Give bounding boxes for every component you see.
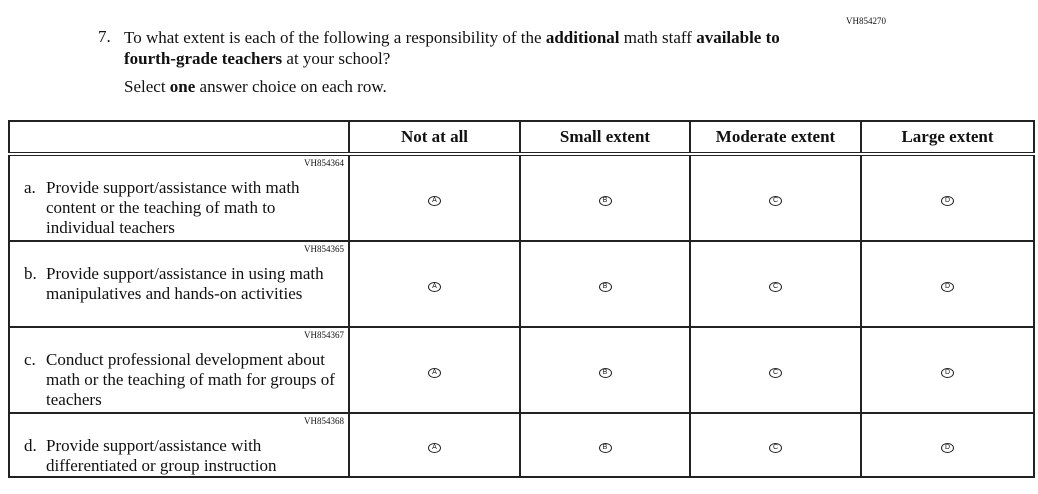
option-cell: C <box>689 412 862 478</box>
column-header: Not at all <box>348 120 521 156</box>
instruction: Select one answer choice on each row. <box>124 77 387 97</box>
question-text-part: To what extent is each of the following … <box>124 28 546 47</box>
answer-bubble-c[interactable]: C <box>769 282 782 292</box>
option-cell: D <box>860 153 1035 242</box>
option-cell: B <box>519 326 691 414</box>
header-blank <box>8 120 350 156</box>
answer-bubble-b[interactable]: B <box>598 282 612 292</box>
item-label: d. Provide support/assistance with differ… <box>24 436 346 476</box>
answer-bubble-c[interactable]: C <box>769 368 782 378</box>
option-cell: B <box>519 412 691 478</box>
item-code: VH854365 <box>304 244 344 254</box>
option-cell: A <box>348 412 521 478</box>
item-label: b. Provide support/assistance in using ma… <box>24 264 346 304</box>
answer-bubble-a[interactable]: A <box>428 196 441 206</box>
item-letter: c. <box>24 350 36 369</box>
question-text-part: at your school? <box>282 49 391 68</box>
item-code: VH854368 <box>304 416 344 426</box>
answer-bubble-a[interactable]: A <box>428 443 441 453</box>
item-text: Provide support/assistance with math con… <box>46 178 300 237</box>
answer-bubble-b[interactable]: B <box>598 368 612 378</box>
item-text: Provide support/assistance in using math… <box>46 264 324 303</box>
item-text: Conduct professional development about m… <box>46 350 335 409</box>
item-row: VH854368 d. Provide support/assistance wi… <box>8 412 1035 478</box>
option-cell: C <box>689 153 862 242</box>
item-row: VH854364 a. Provide support/assistance wi… <box>8 153 1035 242</box>
column-header: Moderate extent <box>689 120 862 156</box>
column-header: Large extent <box>860 120 1035 156</box>
item-row: VH854365 b. Provide support/assistance in… <box>8 240 1035 328</box>
answer-bubble-d[interactable]: D <box>941 443 954 453</box>
item-letter: a. <box>24 178 36 197</box>
question-text-emphasis: available to fourth-grade teachers <box>124 28 780 68</box>
item-letter: d. <box>24 436 37 455</box>
item-code: VH854364 <box>304 158 344 168</box>
item-cell: VH854365 b. Provide support/assistance in… <box>8 240 350 328</box>
instruction-part: answer choice on each row. <box>195 77 387 96</box>
question-text-emphasis: additional <box>545 28 620 47</box>
answer-bubble-c[interactable]: C <box>769 443 782 453</box>
option-cell: D <box>860 326 1035 414</box>
option-cell: D <box>860 412 1035 478</box>
instruction-emphasis: one <box>169 77 196 96</box>
option-cell: D <box>860 240 1035 328</box>
option-cell: B <box>519 153 691 242</box>
question-id: VH854270 <box>846 16 886 26</box>
option-cell: A <box>348 153 521 242</box>
answer-bubble-d[interactable]: D <box>941 282 954 292</box>
header-row: Not at all Small extent Moderate extent … <box>8 120 1035 156</box>
option-cell: A <box>348 240 521 328</box>
question-text-part: math staff <box>619 28 697 47</box>
question-number: 7. <box>98 27 111 46</box>
item-text: Provide support/assistance with differen… <box>46 436 277 475</box>
option-cell: C <box>689 240 862 328</box>
item-cell: VH854364 a. Provide support/assistance wi… <box>8 153 350 242</box>
item-letter: b. <box>24 264 37 283</box>
item-cell: VH854368 d. Provide support/assistance wi… <box>8 412 350 478</box>
answer-bubble-b[interactable]: B <box>598 196 612 206</box>
question-text: To what extent is each of the following … <box>124 27 804 69</box>
item-label: a. Provide support/assistance with math c… <box>24 178 346 238</box>
answer-bubble-d[interactable]: D <box>941 368 954 378</box>
option-cell: B <box>519 240 691 328</box>
response-grid: Not at all Small extent Moderate extent … <box>8 120 1035 478</box>
item-row: VH854367 c. Conduct professional developm… <box>8 326 1035 414</box>
answer-bubble-b[interactable]: B <box>598 443 612 453</box>
answer-bubble-a[interactable]: A <box>428 368 441 378</box>
answer-bubble-d[interactable]: D <box>941 196 954 206</box>
option-cell: C <box>689 326 862 414</box>
item-label: c. Conduct professional development about… <box>24 350 346 410</box>
option-cell: A <box>348 326 521 414</box>
answer-bubble-c[interactable]: C <box>769 196 782 206</box>
item-cell: VH854367 c. Conduct professional developm… <box>8 326 350 414</box>
instruction-part: Select <box>124 77 170 96</box>
item-code: VH854367 <box>304 330 344 340</box>
column-header: Small extent <box>519 120 691 156</box>
answer-bubble-a[interactable]: A <box>428 282 441 292</box>
